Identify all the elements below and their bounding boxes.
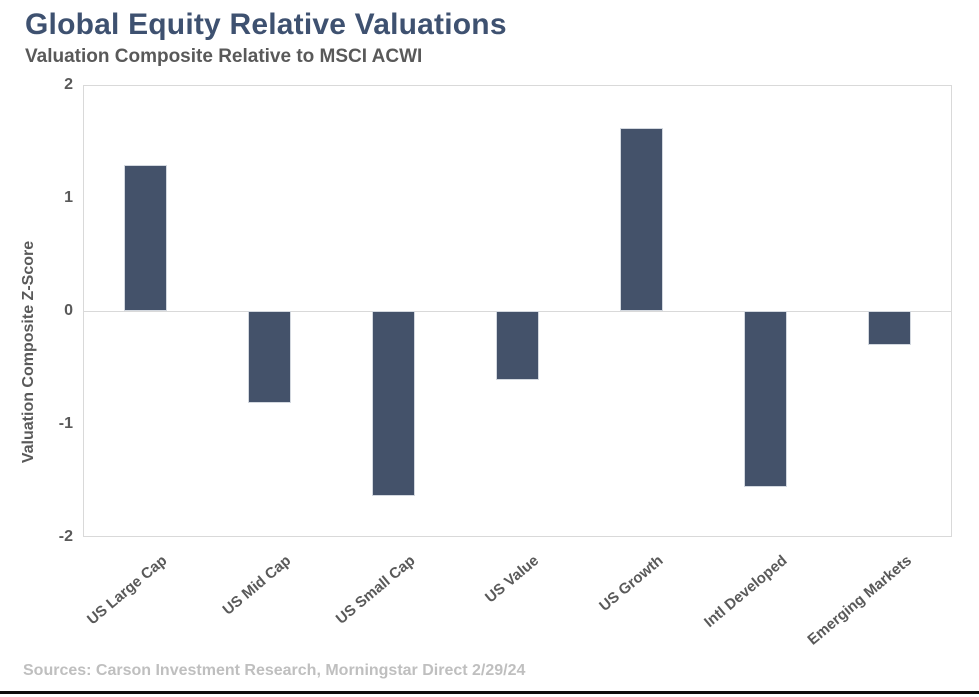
y-tick-label: -2 — [58, 528, 73, 545]
x-axis-label-us-mid-cap: US Mid Cap — [219, 552, 295, 619]
bar-intl-developed — [744, 311, 787, 487]
x-axis-label-intl-developed: Intl Developed — [701, 552, 791, 631]
x-axis-label-us-value: US Value — [482, 552, 543, 607]
source-attribution: Sources: Carson Investment Research, Mor… — [23, 662, 526, 679]
bar-emerging-markets — [868, 311, 911, 345]
x-axis-label-us-large-cap: US Large Cap — [83, 552, 171, 629]
y-tick-label: -1 — [58, 415, 73, 432]
x-axis-label-us-growth: US Growth — [596, 552, 667, 615]
chart-title: Global Equity Relative Valuations — [25, 8, 507, 41]
y-tick-label: 2 — [64, 76, 73, 93]
chart-subtitle: Valuation Composite Relative to MSCI ACW… — [25, 46, 423, 67]
x-axis-label-emerging-markets: Emerging Markets — [804, 552, 915, 649]
y-tick-label: 1 — [64, 189, 73, 206]
bar-us-value — [496, 311, 539, 380]
x-axis-label-us-small-cap: US Small Cap — [332, 552, 419, 628]
bar-us-small-cap — [372, 311, 415, 496]
bar-us-growth — [620, 128, 663, 311]
bottom-divider-rule — [0, 691, 979, 694]
bar-us-mid-cap — [248, 311, 291, 403]
bar-us-large-cap — [124, 165, 167, 311]
y-tick-label: 0 — [64, 302, 73, 319]
